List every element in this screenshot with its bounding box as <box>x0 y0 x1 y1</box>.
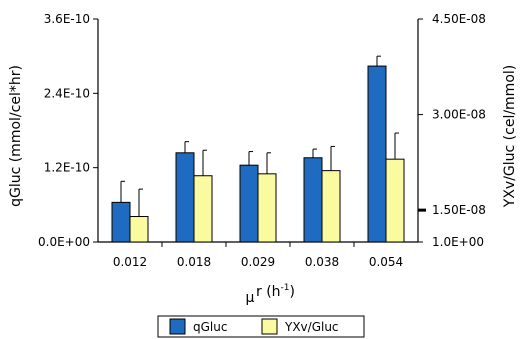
y-left-tick-label: 1.2E-10 <box>44 161 90 175</box>
bar-yxv-gluc <box>257 173 277 243</box>
bar-qgluc <box>303 157 323 243</box>
y-left-tick-label: 3.6E-10 <box>44 12 90 26</box>
y-right-tick-label: 3.00E-08 <box>432 108 486 122</box>
x-axis-title-symbol: μ <box>246 290 255 306</box>
y-axis-right-title: YXv/Gluc (cel/mmol) <box>502 65 518 208</box>
svg-text:r (h-1): r (h-1) <box>256 283 295 300</box>
error-bars <box>120 55 399 217</box>
bar-qgluc <box>175 152 195 243</box>
x-tick-label: 0.012 <box>113 255 147 269</box>
legend: qGluc YXv/Gluc <box>157 315 365 338</box>
bars <box>111 65 405 243</box>
bar-yxv-gluc <box>385 158 405 243</box>
y-right-tick-label: 1.50E-08 <box>432 203 486 217</box>
x-tick-label: 0.018 <box>177 255 211 269</box>
bar-qgluc <box>239 164 259 243</box>
y-left-tick-label: 2.4E-10 <box>44 86 90 100</box>
x-axis-title: μ r (h-1) <box>246 283 295 306</box>
bar-qgluc <box>367 65 387 243</box>
bar-yxv-gluc <box>193 175 213 243</box>
legend-swatch-yxv-gluc <box>261 318 278 335</box>
y-axis-left-title: qGluc (mmol/cel*hr) <box>8 65 24 207</box>
legend-box <box>157 315 365 338</box>
legend-label-qgluc: qGluc <box>193 320 227 334</box>
x-tick-label: 0.054 <box>369 255 403 269</box>
x-tick-label: 0.038 <box>305 255 339 269</box>
tick-labels: 0.0E+00 1.2E-10 2.4E-10 3.6E-10 1.0E+00 1.50E… <box>38 12 486 269</box>
bar-yxv-gluc <box>129 216 149 243</box>
x-axis-title-close: ) <box>290 284 295 300</box>
y-left-tick-label: 0.0E+00 <box>38 235 90 249</box>
x-tick-label: 0.029 <box>241 255 275 269</box>
legend-swatch-qgluc <box>169 318 186 335</box>
x-axis-title-sup: -1 <box>281 283 290 293</box>
y-right-tick-label: 1.0E+00 <box>432 235 484 249</box>
legend-label-yxv-gluc: YXv/Gluc <box>284 320 339 334</box>
x-axis-title-main: r (h <box>256 284 281 300</box>
y-right-tick-label: 4.50E-08 <box>432 12 486 26</box>
bar-yxv-gluc <box>321 170 341 243</box>
bar-qgluc <box>111 201 131 243</box>
